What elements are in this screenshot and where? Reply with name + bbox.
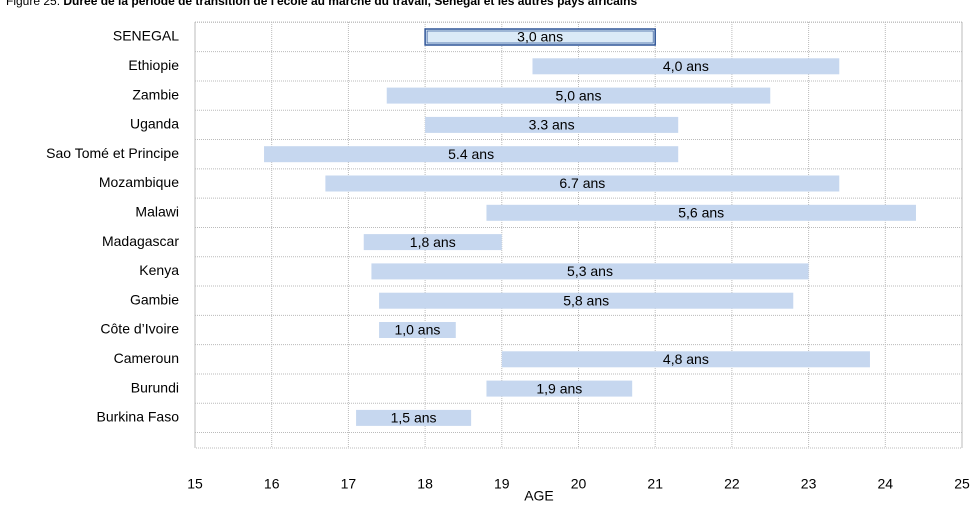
y-tick-label: Gambie [130,291,179,307]
y-tick-label: Cameroun [114,350,179,366]
range-bar [424,28,656,46]
figure-label: Figure 25: [6,0,60,8]
x-tick-label: 25 [954,476,970,492]
x-tick-label: 22 [724,476,740,492]
duration-label: 6.7 ans [559,175,605,191]
range-bar [386,87,771,104]
y-tick-label: Côte d’Ivoire [100,321,179,337]
range-bar [425,116,679,133]
range-bar [379,292,794,309]
duration-label: 1,8 ans [410,234,456,250]
x-tick-label: 19 [494,476,510,492]
y-tick-label: Ethiopie [128,57,179,73]
y-tick-label: Madagascar [102,233,179,249]
x-tick-label: 18 [417,476,433,492]
y-tick-label: Sao Tomé et Principe [46,145,179,161]
range-bar [363,234,502,251]
range-bar [371,263,809,280]
duration-label: 5,0 ans [556,87,602,103]
duration-label: 5,8 ans [563,292,609,308]
x-tick-label: 23 [801,476,817,492]
x-tick-label: 21 [647,476,663,492]
x-tick-label: 20 [571,476,587,492]
range-bar [501,351,870,368]
y-tick-label: Mozambique [99,174,179,190]
range-bar [356,409,472,426]
duration-label: 4,8 ans [663,351,709,367]
y-tick-label: Burkina Faso [97,409,180,425]
y-tick-label: Burundi [131,379,179,395]
duration-label: 1,5 ans [391,410,437,426]
x-axis-label: AGE [524,488,554,504]
range-bar [532,58,840,75]
y-tick-label: Uganda [130,116,179,132]
range-bar [264,146,679,163]
duration-label: 1,0 ans [394,322,440,338]
x-tick-label: 15 [187,476,203,492]
duration-label: 5,3 ans [567,263,613,279]
y-tick-label: Malawi [135,204,179,220]
range-bar-inner-border [426,30,654,44]
duration-label: 3,0 ans [517,29,563,45]
duration-label: 1,9 ans [536,380,582,396]
range-bar [486,204,916,221]
duration-label: 4,0 ans [663,58,709,74]
y-tick-label: Zambie [132,86,179,102]
title-text: Durée de la période de transition de l'é… [63,0,637,8]
x-tick-label: 16 [264,476,280,492]
range-bar [486,380,633,397]
x-tick-label: 24 [878,476,894,492]
duration-label: 5.4 ans [448,146,494,162]
range-bar [325,175,840,192]
x-tick-label: 17 [341,476,357,492]
chart-title: Figure 25: Durée de la période de transi… [6,0,637,8]
y-tick-label: SENEGAL [113,28,179,44]
range-bar [379,322,456,338]
duration-label: 5,6 ans [678,205,724,221]
y-tick-label: Kenya [139,262,179,278]
duration-label: 3.3 ans [529,117,575,133]
